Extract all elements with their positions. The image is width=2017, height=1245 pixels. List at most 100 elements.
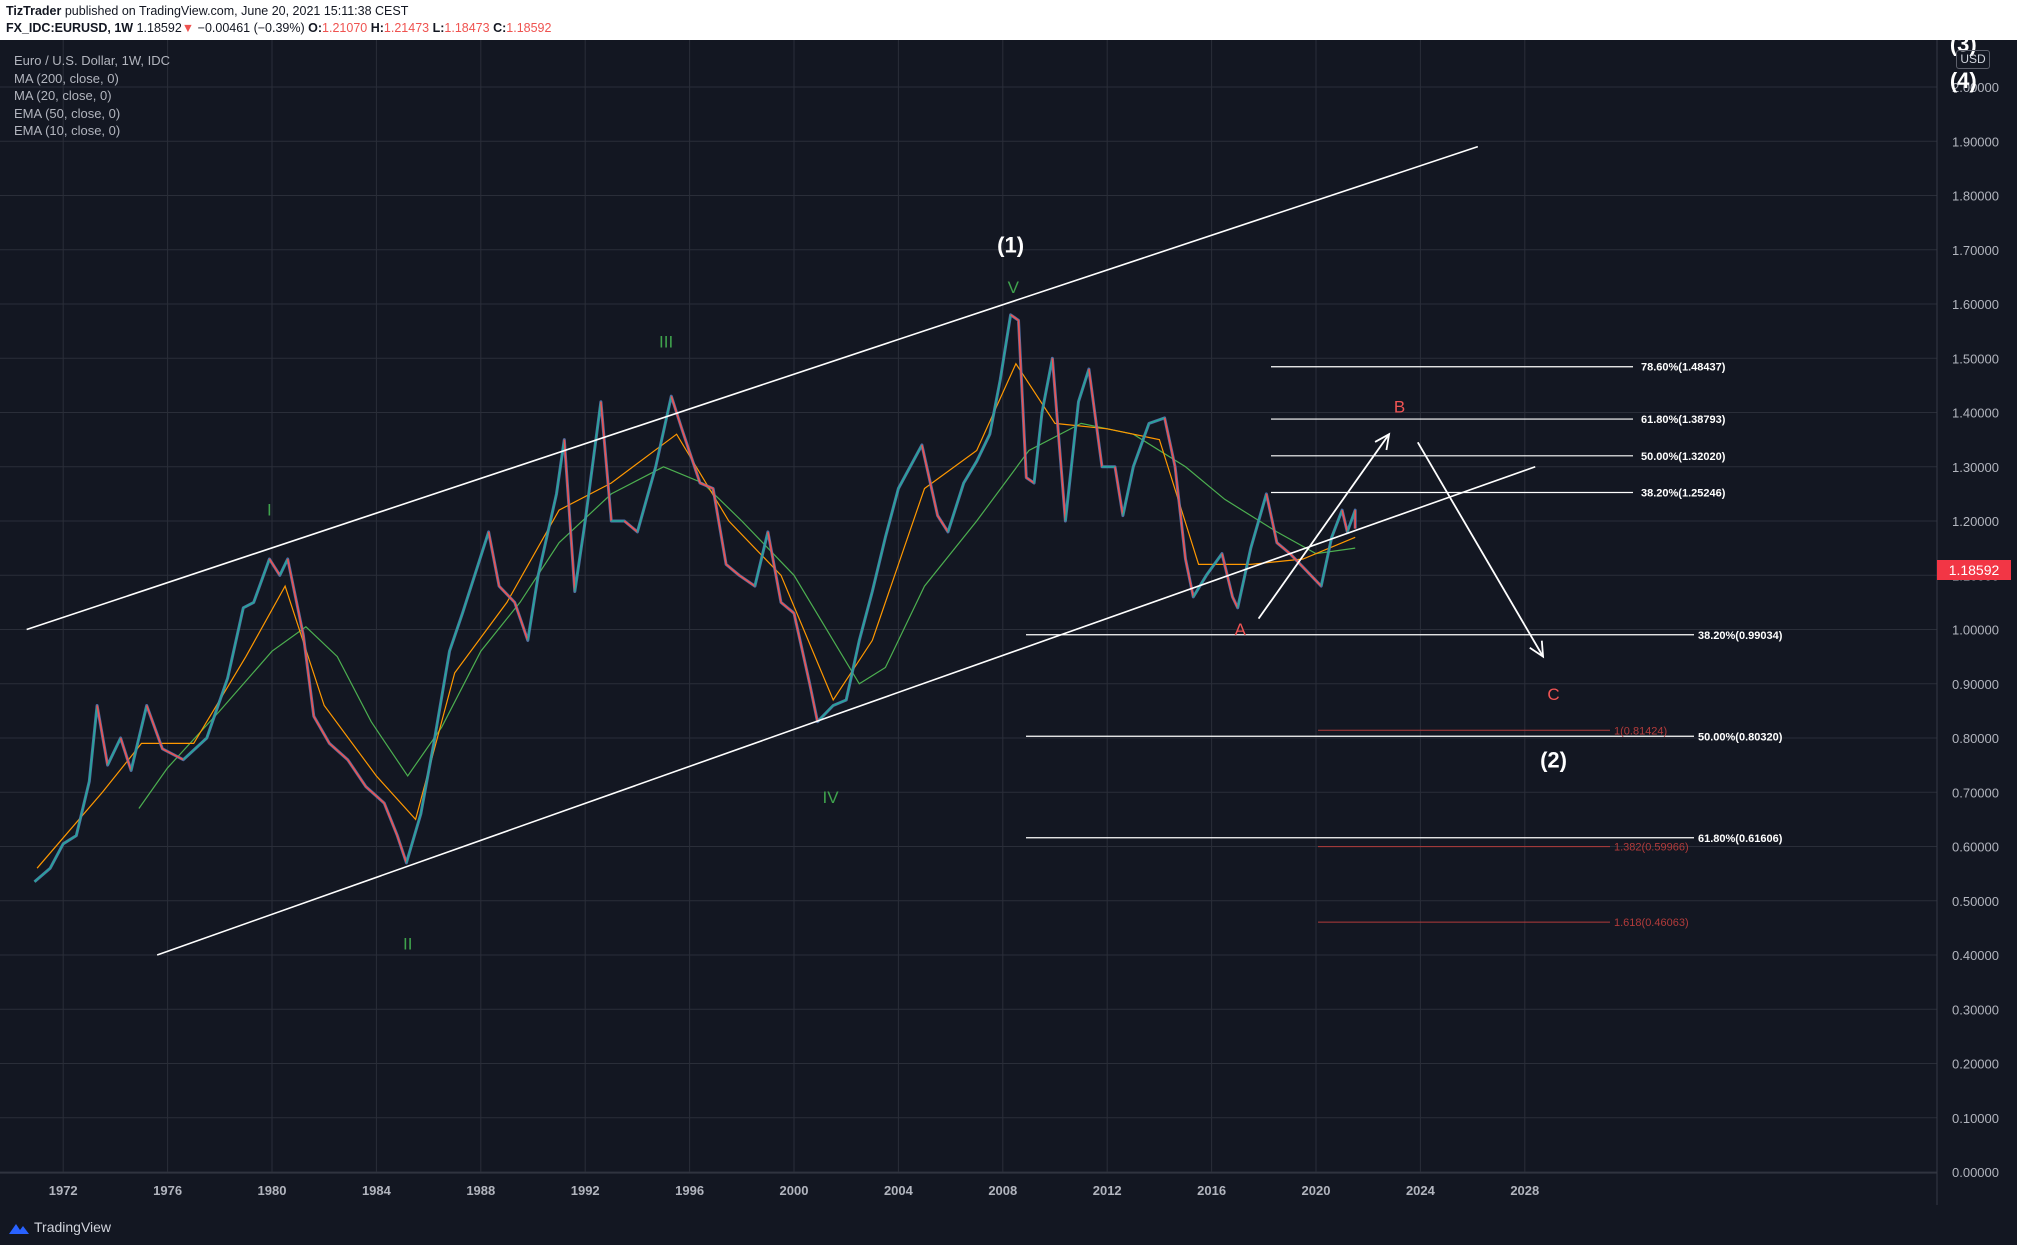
legend-indicator[interactable]: EMA (50, close, 0) (14, 105, 121, 121)
low-value: 1.18473 (444, 21, 490, 35)
price-segment (999, 314, 1012, 381)
publisher-name[interactable]: TizTrader (6, 4, 62, 18)
currency-label[interactable]: USD (1956, 50, 1990, 69)
price-segment (1148, 417, 1165, 425)
publisher-line: TizTrader published on TradingView.com, … (6, 4, 408, 18)
price-segment (858, 591, 874, 641)
price-segment (419, 743, 435, 815)
price-segment (286, 558, 305, 636)
legend-indicator[interactable]: MA (20, close, 0) (14, 88, 112, 103)
fib-label: 61.80%(0.61606) (1698, 833, 1783, 845)
price-segment (1025, 476, 1035, 484)
price-segment (563, 439, 576, 592)
y-tick-label: 0.00000 (1952, 1165, 1999, 1180)
price-segment (96, 705, 109, 766)
symbol-line: FX_IDC:EURUSD, 1W 1.18592▼ −0.00461 (−0.… (6, 21, 552, 35)
price-segment (383, 802, 399, 836)
open-label: O: (308, 21, 323, 35)
fib-extension-label: 1.382(0.59966) (1614, 842, 1689, 854)
symbol: FX_IDC:EURUSD (6, 21, 108, 35)
price-segment (623, 520, 638, 533)
price-segment (1346, 509, 1356, 533)
high-value: 1.21473 (383, 21, 430, 35)
wave-label-green: I (267, 501, 272, 520)
legend-indicator[interactable]: EMA (10, close, 0) (14, 123, 121, 138)
price-segment (119, 737, 132, 771)
fib-extension-label: 1.618(0.46063) (1614, 917, 1689, 929)
price-segment (654, 396, 673, 467)
price-segment (88, 705, 98, 782)
y-tick-label: 1.40000 (1952, 406, 1999, 421)
chart-grid (0, 40, 1937, 1173)
last-price-badge: 1.18592 (1937, 560, 2011, 580)
last-price: 1.18592 (136, 21, 182, 35)
price-segment (130, 705, 148, 771)
price-segment (1330, 509, 1343, 538)
time-axis: 1972 1976 1980 1984 1988 1992 1996 2000 2004 2008… (49, 1183, 1540, 1198)
price-segment (1249, 493, 1268, 549)
price-segment (405, 813, 422, 864)
low-label: L: (432, 21, 445, 35)
price-segment (808, 683, 819, 722)
x-tick-label: 2016 (1197, 1183, 1226, 1198)
price-segment (242, 601, 255, 609)
price-segment (832, 699, 847, 707)
price-segment (182, 737, 208, 761)
y-tick-label: 1.30000 (1952, 460, 1999, 475)
legend-indicator[interactable]: MA (200, close, 0) (14, 70, 119, 86)
channel-line (26, 145, 1479, 631)
price-segment (845, 640, 861, 701)
fib-label: 38.20%(0.99034) (1698, 630, 1783, 642)
x-tick-label: 2012 (1093, 1183, 1122, 1198)
price-segment (62, 834, 77, 845)
price-segment (1010, 314, 1019, 321)
price-segment (33, 867, 51, 883)
price-segment (1132, 423, 1150, 468)
price-segment (106, 737, 122, 766)
x-tick-label: 1984 (362, 1183, 392, 1198)
price-segment (1122, 466, 1135, 516)
price-segment (396, 835, 408, 864)
price-segment (347, 759, 367, 788)
price-segment (365, 786, 385, 804)
price-segment (936, 515, 949, 533)
degree-label: (4) (1950, 68, 1977, 93)
price-segment (252, 558, 271, 603)
degree-label: (2) (1540, 748, 1567, 773)
price-segment (636, 466, 657, 533)
price-segment (584, 401, 602, 522)
fib-label: 78.60%(1.48437) (1641, 362, 1726, 374)
y-tick-label: 0.50000 (1952, 894, 1999, 909)
x-tick-label: 2000 (780, 1183, 809, 1198)
arrow-head (1529, 640, 1545, 659)
fib-extension-label: 1(0.81424) (1614, 725, 1667, 737)
fib-label: 50.00%(1.32020) (1641, 451, 1726, 463)
price-segment (1088, 368, 1103, 467)
publication-header: TizTrader published on TradingView.com, … (0, 0, 2017, 40)
wave-label-red: B (1394, 398, 1405, 417)
price-segment (1289, 552, 1307, 571)
chart-legend: Euro / U.S. Dollar, 1W, IDC MA (200, clo… (14, 52, 170, 140)
y-tick-label: 0.30000 (1952, 1002, 1999, 1017)
price-segment (1205, 553, 1223, 576)
price-segment (1265, 493, 1278, 543)
price-segment (1341, 509, 1349, 533)
price-segment (1064, 401, 1080, 522)
channel-line (156, 465, 1536, 956)
price-axis: 0.00000 0.10000 0.20000 0.30000 0.40000 0.500… (1952, 40, 1999, 1180)
tradingview-logo[interactable]: TradingView (8, 1219, 111, 1235)
price-segment (962, 460, 978, 484)
x-tick-label: 2008 (988, 1183, 1017, 1198)
y-tick-label: 1.50000 (1952, 351, 1999, 366)
price-segment (537, 493, 558, 576)
price-segment (49, 843, 64, 869)
price-segment (498, 585, 516, 603)
published-text: published on TradingView.com, June 20, 2… (64, 4, 409, 18)
y-tick-label: 1.00000 (1952, 623, 1999, 638)
wave-label-red: A (1235, 620, 1247, 639)
y-tick-label: 0.40000 (1952, 948, 1999, 963)
price-segment (1174, 466, 1187, 560)
price-chart[interactable]: 0.00000 0.10000 0.20000 0.30000 0.40000 0.500… (0, 40, 2017, 1205)
y-tick-label: 1.60000 (1952, 297, 1999, 312)
wave-label-red: C (1547, 685, 1559, 704)
